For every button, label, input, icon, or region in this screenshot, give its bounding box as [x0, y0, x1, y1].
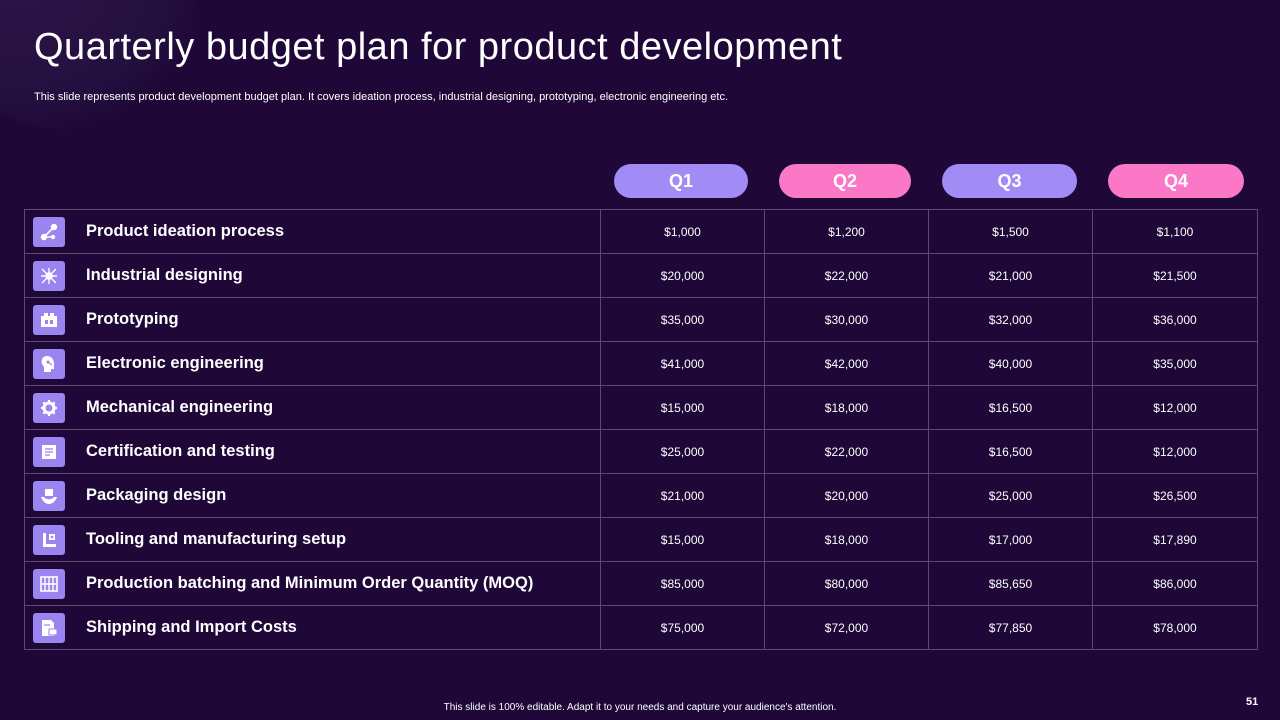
budget-value-q3: $1,500 — [928, 209, 1093, 254]
tooling-icon — [33, 524, 65, 555]
category-label: Shipping and Import Costs — [86, 618, 297, 636]
table-row: Production batching and Minimum Order Qu… — [24, 561, 1258, 606]
category-cell: Industrial designing — [24, 253, 601, 298]
budget-value-q2: $42,000 — [764, 341, 929, 386]
slide-subtitle: This slide represents product developmen… — [34, 91, 729, 103]
budget-value-q2: $22,000 — [764, 253, 929, 298]
budget-value-q4: $86,000 — [1092, 561, 1258, 606]
gear-icon — [33, 392, 65, 423]
slide-title: Quarterly budget plan for product develo… — [34, 26, 843, 68]
production-batch-icon — [33, 568, 65, 599]
budget-value-q1: $21,000 — [600, 473, 765, 518]
category-cell: Product ideation process — [24, 209, 601, 254]
quarter-header-q2: Q2 — [779, 164, 911, 198]
budget-value-q4: $12,000 — [1092, 385, 1258, 430]
budget-value-q3: $17,000 — [928, 517, 1093, 562]
category-cell: Shipping and Import Costs — [24, 605, 601, 650]
budget-value-q2: $80,000 — [764, 561, 929, 606]
budget-value-q1: $41,000 — [600, 341, 765, 386]
budget-value-q1: $85,000 — [600, 561, 765, 606]
category-cell: Electronic engineering — [24, 341, 601, 386]
design-grid-icon — [33, 260, 65, 291]
budget-value-q3: $77,850 — [928, 605, 1093, 650]
budget-value-q4: $17,890 — [1092, 517, 1258, 562]
category-label: Mechanical engineering — [86, 398, 274, 416]
table-row: Industrial designing $20,000 $22,000 $21,00… — [24, 253, 1258, 298]
budget-value-q3: $32,000 — [928, 297, 1093, 342]
table-row: Certification and testing $25,000 $22,000 $… — [24, 429, 1258, 474]
circuit-head-icon — [33, 348, 65, 379]
budget-value-q3: $21,000 — [928, 253, 1093, 298]
budget-value-q2: $22,000 — [764, 429, 929, 474]
category-label: Prototyping — [86, 310, 179, 328]
table-row: Electronic engineering $41,000 $42,000 $40,… — [24, 341, 1258, 386]
ideation-network-icon — [33, 216, 65, 247]
category-cell: Packaging design — [24, 473, 601, 518]
budget-value-q3: $16,500 — [928, 385, 1093, 430]
package-hand-icon — [33, 480, 65, 511]
category-cell: Certification and testing — [24, 429, 601, 474]
budget-value-q2: $30,000 — [764, 297, 929, 342]
table-row: Mechanical engineering $15,000 $18,000 $16,… — [24, 385, 1258, 430]
budget-value-q3: $40,000 — [928, 341, 1093, 386]
budget-value-q2: $18,000 — [764, 385, 929, 430]
budget-value-q4: $78,000 — [1092, 605, 1258, 650]
category-label: Certification and testing — [86, 442, 275, 460]
budget-table: Product ideation process $1,000 $1,200 $1,5… — [24, 209, 1258, 650]
budget-value-q4: $36,000 — [1092, 297, 1258, 342]
budget-value-q3: $85,650 — [928, 561, 1093, 606]
budget-value-q1: $35,000 — [600, 297, 765, 342]
budget-value-q1: $1,000 — [600, 209, 765, 254]
table-row: Packaging design $21,000 $20,000 $25,000 $26… — [24, 473, 1258, 518]
category-label: Industrial designing — [86, 266, 243, 284]
table-row: Product ideation process $1,000 $1,200 $1,5… — [24, 209, 1258, 254]
budget-value-q4: $21,500 — [1092, 253, 1258, 298]
category-cell: Prototyping — [24, 297, 601, 342]
budget-value-q2: $1,200 — [764, 209, 929, 254]
budget-value-q4: $1,100 — [1092, 209, 1258, 254]
budget-value-q4: $12,000 — [1092, 429, 1258, 474]
quarter-header-q3: Q3 — [942, 164, 1077, 198]
budget-value-q1: $75,000 — [600, 605, 765, 650]
budget-value-q1: $25,000 — [600, 429, 765, 474]
certificate-icon — [33, 436, 65, 467]
budget-value-q1: $15,000 — [600, 385, 765, 430]
budget-value-q2: $20,000 — [764, 473, 929, 518]
table-row: Prototyping $35,000 $30,000 $32,000 $36,000 — [24, 297, 1258, 342]
budget-value-q2: $72,000 — [764, 605, 929, 650]
budget-value-q2: $18,000 — [764, 517, 929, 562]
category-cell: Tooling and manufacturing setup — [24, 517, 601, 562]
quarter-header-q4: Q4 — [1108, 164, 1244, 198]
budget-value-q4: $35,000 — [1092, 341, 1258, 386]
budget-value-q3: $16,500 — [928, 429, 1093, 474]
category-label: Product ideation process — [86, 222, 285, 240]
category-label: Tooling and manufacturing setup — [86, 530, 347, 548]
category-cell: Production batching and Minimum Order Qu… — [24, 561, 601, 606]
table-row: Tooling and manufacturing setup $15,000 $1… — [24, 517, 1258, 562]
category-cell: Mechanical engineering — [24, 385, 601, 430]
budget-value-q1: $20,000 — [600, 253, 765, 298]
shipping-document-icon — [33, 612, 65, 643]
page-number: 51 — [1246, 696, 1259, 708]
category-label: Packaging design — [86, 486, 227, 504]
category-label: Production batching and Minimum Order Qu… — [86, 574, 534, 592]
quarter-header-q1: Q1 — [614, 164, 748, 198]
footer-note: This slide is 100% editable. Adapt it to… — [443, 702, 837, 713]
category-label: Electronic engineering — [86, 354, 264, 372]
budget-value-q1: $15,000 — [600, 517, 765, 562]
prototype-box-icon — [33, 304, 65, 335]
budget-value-q4: $26,500 — [1092, 473, 1258, 518]
budget-value-q3: $25,000 — [928, 473, 1093, 518]
table-row: Shipping and Import Costs $75,000 $72,000 $… — [24, 605, 1258, 650]
